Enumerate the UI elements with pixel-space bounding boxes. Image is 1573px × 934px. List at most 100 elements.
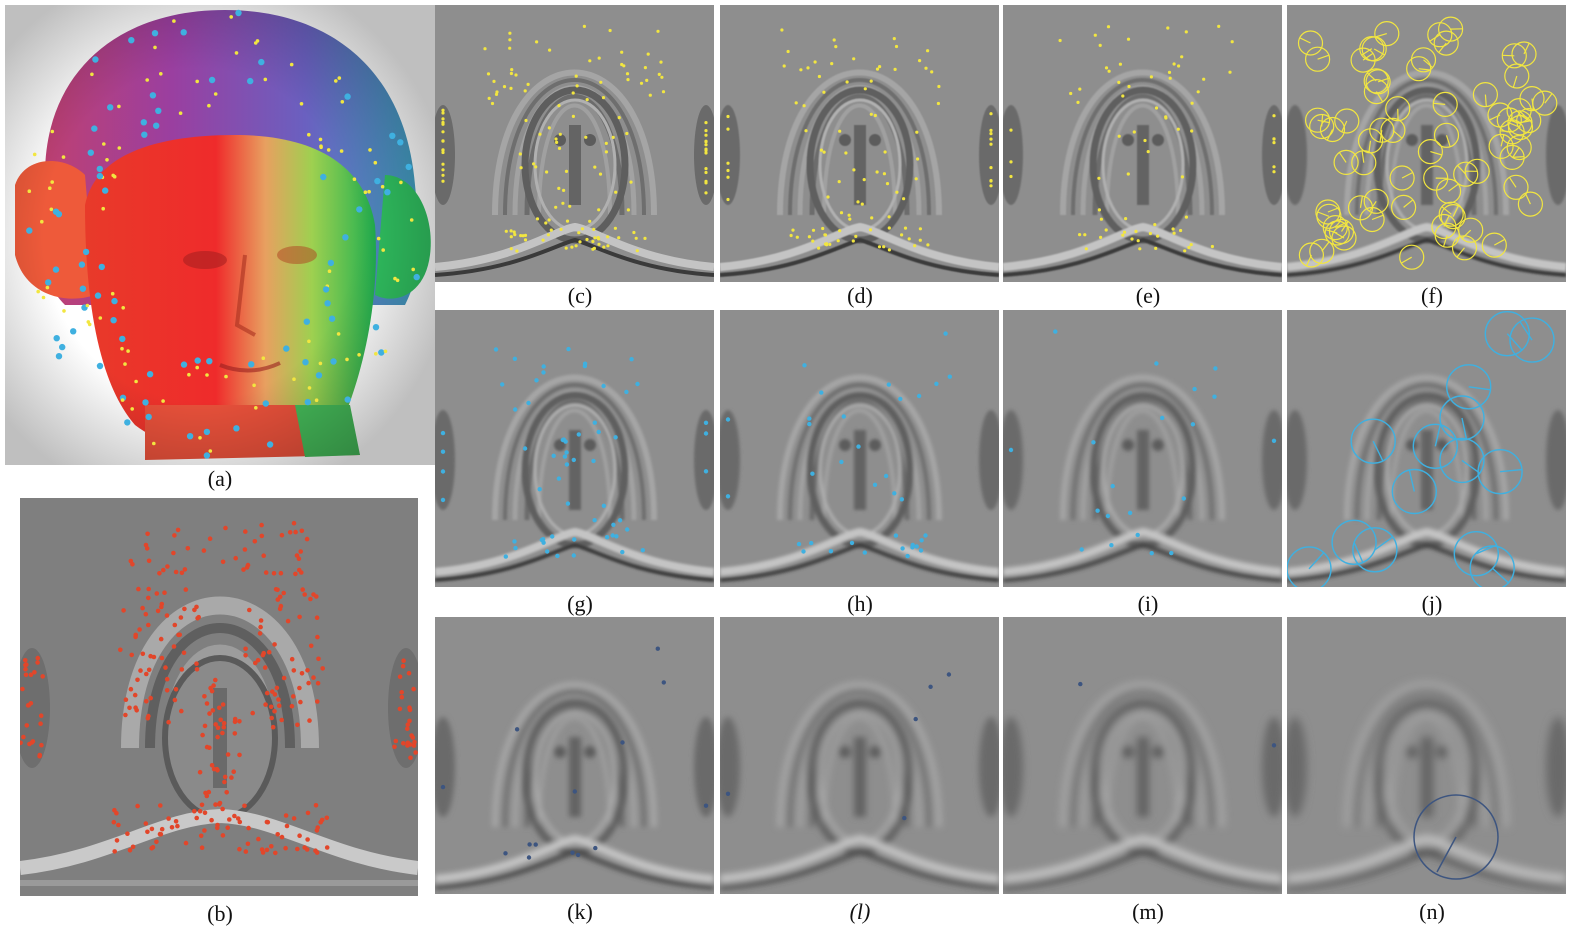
- keypoint: [512, 230, 516, 234]
- keypoint-circle: [1350, 47, 1376, 73]
- keypoint: [533, 842, 538, 847]
- keypoint-circle: [1412, 423, 1459, 470]
- map-keypoint: [159, 604, 164, 610]
- keypoint: [1009, 128, 1013, 132]
- map-keypoint: [308, 596, 313, 602]
- map-keypoint: [182, 567, 188, 572]
- head-keypoint: [62, 309, 66, 313]
- head-keypoint: [357, 353, 361, 357]
- keypoint: [873, 113, 877, 118]
- orientation-line: [1445, 135, 1451, 147]
- keypoint: [704, 133, 708, 137]
- keypoint: [989, 184, 993, 188]
- map-keypoint: [35, 655, 41, 661]
- orientation-line: [1368, 140, 1372, 153]
- head-keypoint: [344, 396, 351, 403]
- map-keypoint: [297, 614, 302, 620]
- keypoint-circle: [1417, 139, 1443, 165]
- map-keypoint: [144, 671, 149, 677]
- head-keypoint: [48, 186, 52, 190]
- map-keypoint: [185, 546, 191, 551]
- head-keypoint: [107, 104, 114, 111]
- caption-e: (e): [1135, 283, 1161, 308]
- keypoint: [597, 242, 601, 246]
- head-keypoint: [55, 211, 63, 218]
- keypoint: [1084, 247, 1088, 251]
- keypoint: [591, 458, 596, 464]
- keypoint: [813, 60, 817, 64]
- keypoint: [1132, 130, 1136, 134]
- face-structure: [1003, 681, 1282, 889]
- face-structure: [720, 69, 999, 277]
- keypoint: [836, 239, 840, 243]
- map-keypoint: [128, 686, 134, 692]
- keypoint: [580, 227, 584, 231]
- scale-keypoints: [441, 24, 708, 253]
- keypoint: [841, 414, 846, 419]
- keypoint: [704, 139, 708, 143]
- head-keypoint: [289, 62, 294, 67]
- keypoint: [584, 135, 588, 139]
- map-keypoint: [315, 680, 321, 686]
- keypoint: [914, 544, 919, 549]
- head-keypoint: [161, 399, 165, 403]
- keypoint: [898, 396, 903, 402]
- keypoint-circle: [1453, 161, 1479, 187]
- keypoint: [535, 217, 540, 221]
- keypoint: [635, 249, 639, 253]
- keypoint: [1190, 422, 1196, 427]
- head-keypoint: [128, 37, 135, 44]
- map-keypoint: [246, 825, 251, 831]
- panel-render: [1287, 310, 1566, 587]
- keypoint: [554, 205, 558, 209]
- map-keypoint: [315, 699, 320, 704]
- map-keypoint: [263, 702, 268, 707]
- map-keypoint: [232, 813, 237, 819]
- map-keypoint: [270, 724, 276, 730]
- keypoint: [902, 197, 906, 201]
- head-keypoint: [98, 263, 106, 271]
- keypoint: [524, 118, 528, 123]
- keypoint: [849, 540, 855, 546]
- map-keypoint: [272, 709, 277, 714]
- keypoint: [526, 82, 530, 86]
- keypoint: [704, 143, 708, 147]
- map-keypoint: [148, 695, 153, 701]
- panel-f: [1287, 5, 1566, 282]
- keypoint: [541, 238, 545, 242]
- map-keypoint: [222, 774, 228, 780]
- keypoint: [877, 245, 882, 249]
- map-keypoint: [21, 734, 26, 740]
- keypoint: [571, 114, 575, 118]
- map-keypoint: [209, 763, 215, 768]
- keypoint: [807, 421, 812, 427]
- keypoint: [513, 233, 517, 237]
- head-keypoint: [330, 358, 337, 365]
- keypoint: [704, 170, 708, 175]
- keypoint: [907, 237, 911, 241]
- map-keypoint: [311, 675, 316, 680]
- keypoint: [523, 89, 527, 93]
- keypoint: [900, 546, 905, 551]
- map-keypoint: [245, 841, 251, 847]
- keypoint: [989, 137, 993, 141]
- orientation-line: [1299, 37, 1311, 44]
- map-keypoint: [261, 553, 266, 558]
- keypoint: [512, 356, 518, 361]
- map-keypoint: [298, 699, 303, 705]
- keypoint: [622, 64, 626, 68]
- keypoint: [625, 131, 629, 136]
- orientation-line: [1512, 156, 1525, 158]
- map-keypoint: [129, 652, 134, 658]
- map-keypoint: [177, 632, 182, 638]
- map-keypoint: [315, 825, 321, 830]
- scale-keypoints: [1078, 681, 1277, 748]
- map-keypoint: [143, 611, 149, 617]
- map-keypoint: [399, 690, 405, 695]
- orientation-line: [1374, 536, 1394, 551]
- map-keypoint: [207, 711, 212, 716]
- keypoint: [646, 52, 650, 56]
- map-keypoint: [308, 643, 314, 649]
- orientation-line: [1401, 256, 1412, 264]
- keypoint-circle: [1319, 116, 1346, 143]
